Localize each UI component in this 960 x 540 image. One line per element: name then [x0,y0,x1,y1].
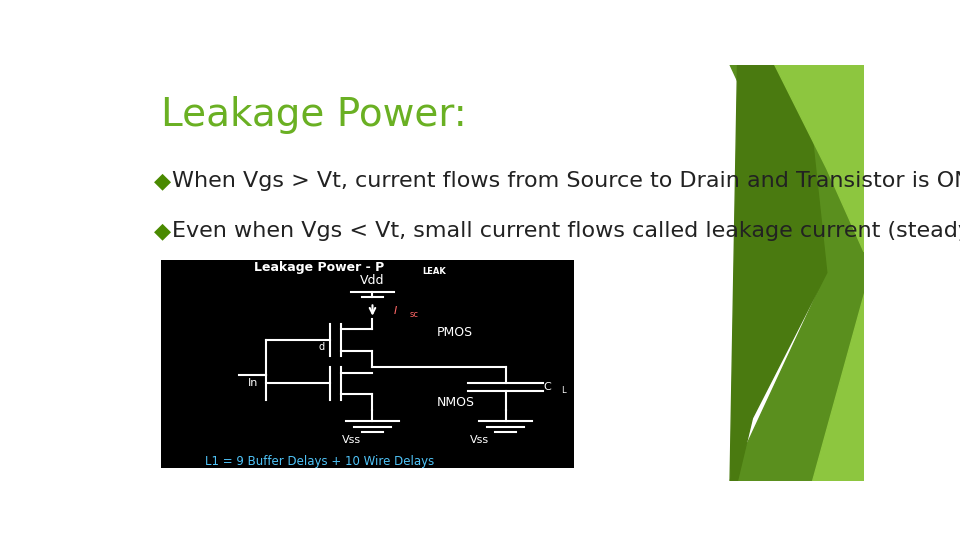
Text: Id: Id [51,430,60,440]
Text: = 39 (P: = 39 (P [298,484,355,499]
Text: PMOS: PMOS [437,326,472,339]
Text: + P: + P [482,484,509,499]
Text: sc: sc [410,310,419,319]
Polygon shape [730,65,864,481]
Text: Vss: Vss [469,435,489,445]
Text: NMOS: NMOS [437,396,474,409]
Text: d: d [319,342,324,352]
Text: When Vgs > Vt, current flows from Source to Drain and Transistor is ON.: When Vgs > Vt, current flows from Source… [172,171,960,191]
Polygon shape [812,294,864,481]
Text: LEAK: LEAK [533,492,557,502]
Text: ◆: ◆ [154,221,171,241]
Text: SC: SC [463,492,476,502]
Text: Even when Vgs < Vt, small current flows called leakage current (steady state).: Even when Vgs < Vt, small current flows … [172,221,960,241]
Polygon shape [730,65,827,481]
Polygon shape [775,65,864,252]
Text: I: I [394,306,397,315]
Text: Leakage Power:: Leakage Power: [161,96,467,134]
Text: ▲: ▲ [57,428,61,434]
Text: Sub-threshold: Sub-threshold [69,343,142,353]
Text: TOTAL: TOTAL [239,492,270,502]
Text: Vt: Vt [68,447,79,457]
Text: Vdd: Vdd [360,274,385,287]
FancyBboxPatch shape [161,260,574,468]
Text: SW: SW [394,492,410,502]
Text: L1 = 9 Buffer Delays + 10 Wire Delays: L1 = 9 Buffer Delays + 10 Wire Delays [204,455,434,468]
Text: In: In [248,379,258,388]
Text: ): ) [559,484,564,499]
Text: LEAK: LEAK [421,267,445,276]
Text: + P: + P [415,484,442,499]
Text: Vss: Vss [342,435,361,445]
Text: ◆: ◆ [154,171,171,191]
Text: Leakage Power - P: Leakage Power - P [254,261,384,274]
Text: C: C [543,382,551,393]
Text: Vgs: Vgs [108,444,127,455]
Text: P: P [213,484,222,499]
Text: L: L [562,386,566,395]
Text: Current: Current [69,357,108,367]
